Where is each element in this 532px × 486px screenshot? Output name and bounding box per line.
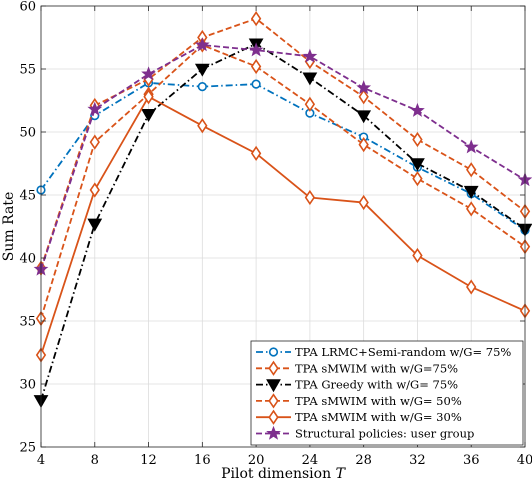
y-tick-label: 45: [19, 189, 36, 204]
legend-marker: [266, 379, 281, 393]
y-axis-label: Sum Rate: [1, 192, 17, 261]
legend-entry: TPA Greedy with w/G= 75%: [256, 378, 458, 393]
legend-marker: [266, 425, 281, 440]
data-point: [302, 48, 318, 63]
x-tick-label: 24: [302, 453, 319, 468]
x-tick-label: 32: [409, 453, 426, 468]
y-tick-label: 55: [19, 63, 36, 78]
data-point: [412, 247, 423, 264]
data-point: [466, 279, 477, 295]
data-point: [251, 79, 261, 89]
legend-entry: Structural policies: user group: [256, 425, 474, 441]
data-point: [356, 110, 372, 124]
y-tick-label: 50: [19, 126, 36, 141]
data-point: [89, 134, 100, 150]
legend-marker: [268, 393, 279, 409]
data-point: [463, 185, 479, 199]
data-point: [302, 72, 318, 86]
series-1: [36, 78, 530, 235]
data-point: [410, 102, 425, 117]
x-tick-label: 12: [140, 453, 157, 468]
data-point: [466, 201, 477, 217]
axis-ticks: 4 8 12 16 20 24 28 32 36 40 25 30 35 40 45 50 55 60: [19, 0, 532, 468]
data-point: [356, 80, 372, 95]
data-point: [141, 66, 156, 81]
legend-entry: TPA sMWIM with w/G= 50%: [256, 393, 462, 409]
series-6: [33, 37, 532, 276]
series-line: [40, 95, 526, 356]
data-point: [250, 58, 262, 75]
legend: TPA LRMC+Semi-random w/G= 75% TPA sMWIM w…: [250, 340, 524, 446]
data-point: [197, 82, 207, 92]
data-point: [358, 136, 369, 153]
data-point: [141, 109, 156, 122]
series-2: [35, 10, 531, 276]
series-line: [40, 44, 526, 270]
x-tick-label: 8: [91, 453, 99, 468]
legend-label: TPA sMWIM with w/G=75%: [295, 361, 458, 375]
legend-marker: [268, 360, 279, 376]
data-point: [89, 182, 100, 198]
y-tick-label: 25: [19, 441, 36, 456]
legend-label: TPA sMWIM with w/G= 30%: [295, 410, 462, 424]
x-tick-label: 20: [248, 453, 265, 468]
data-point: [197, 118, 208, 134]
data-point: [412, 131, 423, 148]
data-point: [194, 63, 210, 77]
data-point: [358, 89, 369, 105]
data-point: [143, 89, 154, 105]
x-tick-label: 28: [355, 453, 372, 468]
series-line: [40, 17, 526, 269]
legend-entry: TPA sMWIM with w/G=75%: [256, 360, 458, 376]
data-point: [304, 189, 316, 206]
x-tick-label: 16: [194, 453, 211, 468]
series-line: [40, 42, 526, 401]
legend-marker: [268, 409, 279, 425]
data-point: [412, 170, 423, 187]
data-point: [250, 145, 262, 162]
plot-frame: [40, 5, 526, 448]
legend-entry: TPA LRMC+Semi-random w/G= 75%: [256, 345, 511, 359]
legend-marker: [268, 347, 279, 357]
x-axis-label: Pilot dimension T: [221, 466, 346, 482]
x-tick-label: 40: [517, 453, 532, 468]
legend-label: Structural policies: user group: [295, 427, 474, 441]
series-3: [33, 38, 532, 408]
data-point: [194, 37, 210, 52]
legend-box: [250, 340, 524, 446]
y-tick-label: 40: [19, 252, 36, 267]
y-tick-label: 30: [19, 378, 36, 393]
x-tick-label: 4: [37, 453, 45, 468]
data-point: [87, 218, 103, 232]
series-4: [35, 37, 531, 327]
y-tick-label: 60: [19, 0, 36, 15]
legend-label: TPA Greedy with w/G= 75%: [295, 378, 458, 392]
data-point: [463, 139, 479, 154]
data-point: [358, 194, 369, 211]
x-tick-label: 36: [463, 453, 480, 468]
data-point: [248, 42, 264, 57]
data-point: [410, 158, 425, 172]
legend-label: TPA LRMC+Semi-random w/G= 75%: [295, 345, 511, 359]
legend-label: TPA sMWIM with w/G= 50%: [295, 394, 462, 408]
y-tick-label: 35: [19, 315, 36, 330]
data-point: [304, 96, 316, 112]
legend-entry: TPA sMWIM with w/G= 30%: [256, 409, 462, 425]
data-point: [466, 162, 477, 178]
series-line: [40, 81, 526, 232]
series-line: [40, 44, 526, 319]
data-point: [250, 10, 262, 27]
data-point: [87, 101, 103, 116]
